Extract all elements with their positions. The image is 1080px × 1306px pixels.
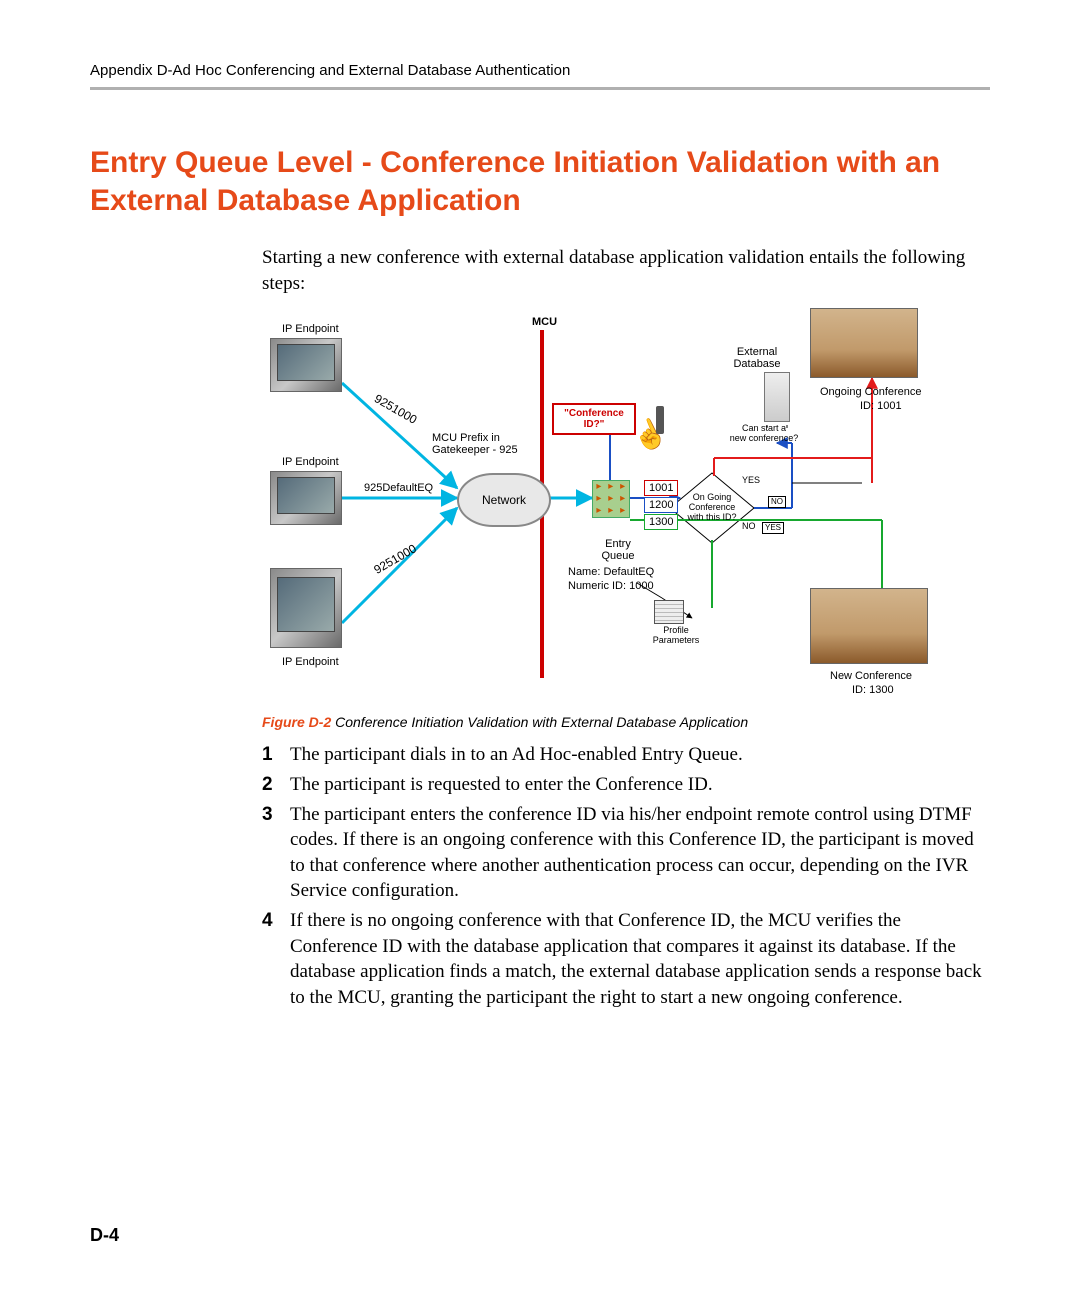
figure-label: Figure D-2 xyxy=(262,714,331,730)
figure-caption: Figure D-2 Conference Initiation Validat… xyxy=(262,714,990,730)
step-2: 2The participant is requested to enter t… xyxy=(262,772,990,798)
running-header: Appendix D-Ad Hoc Conferencing and Exter… xyxy=(90,62,990,79)
intro-paragraph: Starting a new conference with external … xyxy=(262,245,990,296)
step-1-text: The participant dials in to an Ad Hoc-en… xyxy=(290,742,990,768)
section-title: Entry Queue Level - Conference Initiatio… xyxy=(90,144,990,219)
photo-new-conf xyxy=(810,588,928,664)
photo-ongoing-conf xyxy=(810,308,918,378)
page-number: D-4 xyxy=(90,1225,119,1246)
step-3: 3The participant enters the conference I… xyxy=(262,802,990,905)
steps-list: 1The participant dials in to an Ad Hoc-e… xyxy=(262,742,990,1010)
photo-endpoint-3 xyxy=(270,568,342,648)
figure-d-2: IP Endpoint IP Endpoint IP Endpoint MCU … xyxy=(262,308,990,730)
step-2-text: The participant is requested to enter th… xyxy=(290,772,990,798)
photo-endpoint-2 xyxy=(270,471,342,525)
external-db-icon xyxy=(764,372,790,422)
step-1: 1The participant dials in to an Ad Hoc-e… xyxy=(262,742,990,768)
idbox-1200: 1200 xyxy=(644,497,678,513)
label-default-eq: 925DefaultEQ xyxy=(364,482,433,494)
label-external-db: ExternalDatabase xyxy=(727,346,787,370)
label-ip-endpoint-1: IP Endpoint xyxy=(282,323,339,335)
label-can-start: Can start anew conference? xyxy=(728,424,800,444)
label-ongoing-question: On GoingConferencewith this ID? xyxy=(682,493,742,523)
label-ip-endpoint-2: IP Endpoint xyxy=(282,456,339,468)
label-eq-numeric-id: Numeric ID: 1000 xyxy=(568,580,654,592)
step-4: 4If there is no ongoing conference with … xyxy=(262,908,990,1011)
label-ip-endpoint-3: IP Endpoint xyxy=(282,656,339,668)
label-yes-1: YES xyxy=(742,476,760,486)
label-no-2: NO xyxy=(742,522,756,532)
tag-no: NO xyxy=(768,496,786,508)
label-ongoing-id: ID: 1001 xyxy=(860,400,902,412)
profile-icon xyxy=(654,600,684,624)
idbox-1300: 1300 xyxy=(644,514,678,530)
network-cloud: Network xyxy=(457,473,551,527)
tag-yes: YES xyxy=(762,522,784,534)
step-3-text: The participant enters the conference ID… xyxy=(290,802,990,905)
step-4-text: If there is no ongoing conference with t… xyxy=(290,908,990,1011)
label-mcu-prefix: MCU Prefix inGatekeeper - 925 xyxy=(432,432,552,456)
entry-queue-switch-icon: ▸▸▸▸▸▸▸▸▸ xyxy=(592,480,630,518)
callout-conference-id: "Conference ID?" xyxy=(552,403,636,435)
figure-title-text: Conference Initiation Validation with Ex… xyxy=(335,714,748,730)
remote-icon xyxy=(656,406,664,434)
label-entry-queue: EntryQueue xyxy=(596,538,640,562)
network-label: Network xyxy=(482,493,526,507)
idbox-1001: 1001 xyxy=(644,480,678,496)
diagram-canvas: IP Endpoint IP Endpoint IP Endpoint MCU … xyxy=(262,308,982,708)
label-ongoing-conf: Ongoing Conference xyxy=(820,386,950,398)
label-new-conf: New Conference xyxy=(830,670,912,682)
label-mcu: MCU xyxy=(532,316,557,328)
label-profile: ProfileParameters xyxy=(646,626,706,646)
photo-endpoint-1 xyxy=(270,338,342,392)
header-rule xyxy=(90,87,990,90)
label-eq-name: Name: DefaultEQ xyxy=(568,566,654,578)
label-new-id: ID: 1300 xyxy=(852,684,894,696)
